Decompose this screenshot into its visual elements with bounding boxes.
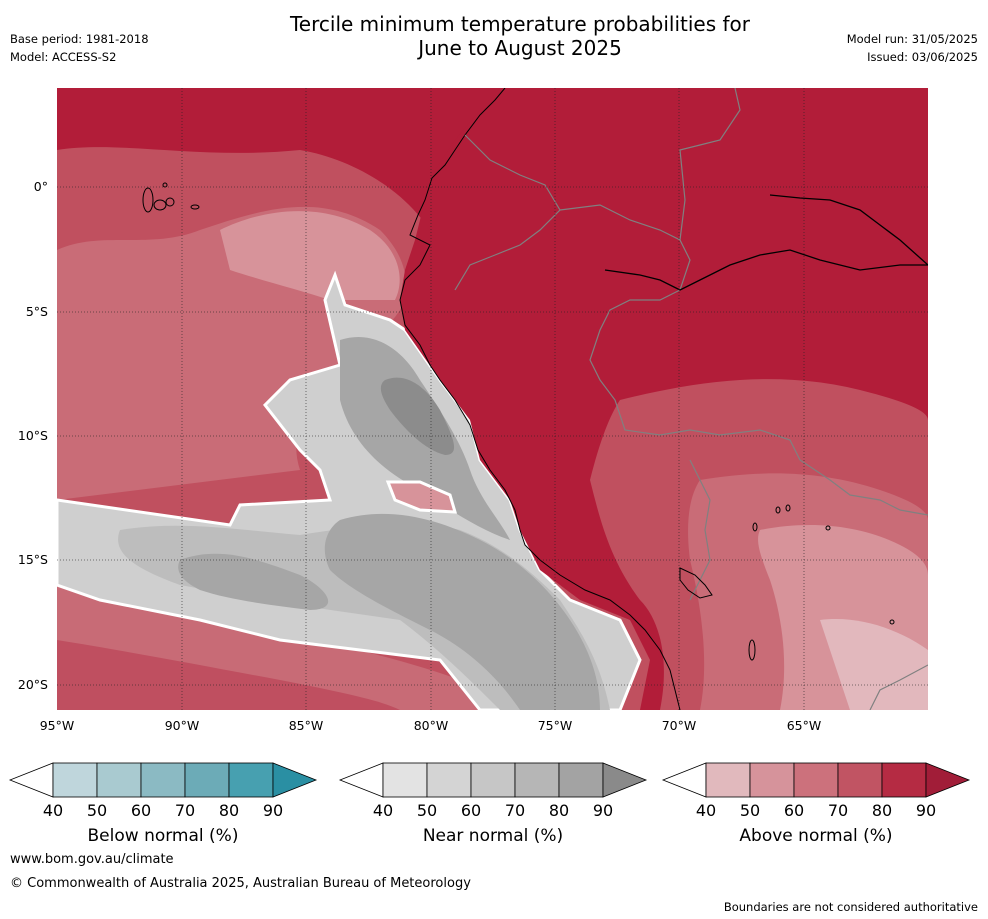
legend-near-swatch xyxy=(514,762,560,798)
meta-left: Base period: 1981-2018 Model: ACCESS-S2 xyxy=(10,32,149,68)
longitude-labels: 95°W 90°W 85°W 80°W 75°W 70°W 65°W xyxy=(40,718,822,733)
latitude-labels: 0° 5°S 10°S 15°S 20°S xyxy=(18,179,48,692)
legend-below-end-triangle xyxy=(272,762,318,798)
legend-above-title: Above normal (%) xyxy=(739,826,893,846)
legend-tick: 60 xyxy=(461,801,481,820)
legend-tick: 50 xyxy=(417,801,437,820)
near-normal-70-region-2 xyxy=(324,513,600,710)
legend-above-end-triangle xyxy=(925,762,971,798)
legend-tick: 90 xyxy=(263,801,283,820)
map-plot[interactable] xyxy=(57,88,928,710)
legend-tick: 70 xyxy=(828,801,848,820)
legend-tick: 90 xyxy=(916,801,936,820)
legend-near-end-triangle xyxy=(602,762,648,798)
galapagos-islands xyxy=(142,182,200,213)
footer-copyright: © Commonwealth of Australia 2025, Austra… xyxy=(10,876,471,891)
legend-tick: 60 xyxy=(131,801,151,820)
legend-below-swatch xyxy=(52,762,98,798)
page-title: Tercile minimum temperature probabilitie… xyxy=(200,12,840,60)
legend-tick: 80 xyxy=(219,801,239,820)
legend-near-swatch xyxy=(426,762,472,798)
legend-above-swatch xyxy=(837,762,883,798)
legend-tick: 50 xyxy=(87,801,107,820)
country-borders xyxy=(454,88,928,710)
lat-label: 20°S xyxy=(18,677,48,692)
river xyxy=(604,194,928,291)
legend-below-title: Below normal (%) xyxy=(87,826,239,846)
footer-url[interactable]: www.bom.gov.au/climate xyxy=(10,852,174,867)
legend-tick: 40 xyxy=(373,801,393,820)
small-lakes xyxy=(748,504,895,661)
issued-text: Issued: 03/06/2025 xyxy=(867,50,978,64)
legend-tick: 40 xyxy=(43,801,63,820)
lat-label: 5°S xyxy=(26,304,48,319)
legend-above-swatch xyxy=(793,762,839,798)
legend-near-swatch xyxy=(558,762,604,798)
land-above-40 xyxy=(820,619,928,710)
meta-right: Model run: 31/05/2025 Issued: 03/06/2025 xyxy=(847,32,978,68)
lake-titicaca xyxy=(679,567,713,599)
legend-above-swatch xyxy=(705,762,751,798)
lon-label: 75°W xyxy=(538,718,573,733)
lat-label: 15°S xyxy=(18,552,48,567)
lat-label: 10°S xyxy=(18,428,48,443)
legend-tick: 70 xyxy=(175,801,195,820)
gridlines xyxy=(57,88,928,710)
near-normal-70-region-3 xyxy=(178,553,329,610)
lon-label: 90°W xyxy=(165,718,200,733)
lon-label: 95°W xyxy=(40,718,75,733)
legend-tick: 50 xyxy=(740,801,760,820)
ocean-above-south-band-2 xyxy=(57,640,400,710)
legend-near-swatch xyxy=(470,762,516,798)
lat-label: 0° xyxy=(34,179,48,194)
above-normal-pocket xyxy=(385,480,458,514)
model-run-text: Model run: 31/05/2025 xyxy=(846,32,978,46)
coastline xyxy=(399,88,681,710)
legend-below-normal: 40 50 60 70 80 90 xyxy=(8,762,318,820)
title-line-1: Tercile minimum temperature probabilitie… xyxy=(289,12,751,36)
lon-label: 70°W xyxy=(662,718,697,733)
legend-tick: 60 xyxy=(784,801,804,820)
legend-near-start-triangle xyxy=(338,762,384,798)
legend-tick: 80 xyxy=(549,801,569,820)
lon-label: 65°W xyxy=(787,718,822,733)
legend-above-swatch xyxy=(881,762,927,798)
title-line-2: June to August 2025 xyxy=(418,36,622,60)
lon-label: 80°W xyxy=(414,718,449,733)
legend-tick: 70 xyxy=(505,801,525,820)
legend-below-start-triangle xyxy=(8,762,54,798)
model-text: Model: ACCESS-S2 xyxy=(10,50,117,64)
legend-above-swatch xyxy=(749,762,795,798)
legend-below-swatch xyxy=(96,762,142,798)
footer-note: Boundaries are not considered authoritat… xyxy=(723,900,978,914)
base-period-text: Base period: 1981-2018 xyxy=(10,32,149,46)
legend-below-swatch xyxy=(228,762,274,798)
legend-tick: 90 xyxy=(593,801,613,820)
legend-above-normal: 40 50 60 70 80 90 xyxy=(661,762,971,820)
legend-above-start-triangle xyxy=(661,762,707,798)
legend-below-swatch xyxy=(140,762,186,798)
ocean-above-50-band xyxy=(220,211,400,300)
legend-near-title: Near normal (%) xyxy=(422,826,564,846)
legend-near-swatch xyxy=(382,762,428,798)
legend-tick: 80 xyxy=(872,801,892,820)
legend-tick: 40 xyxy=(696,801,716,820)
legend-below-swatch xyxy=(184,762,230,798)
lon-label: 85°W xyxy=(289,718,324,733)
legend-near-normal: 40 50 60 70 80 90 xyxy=(338,762,648,820)
